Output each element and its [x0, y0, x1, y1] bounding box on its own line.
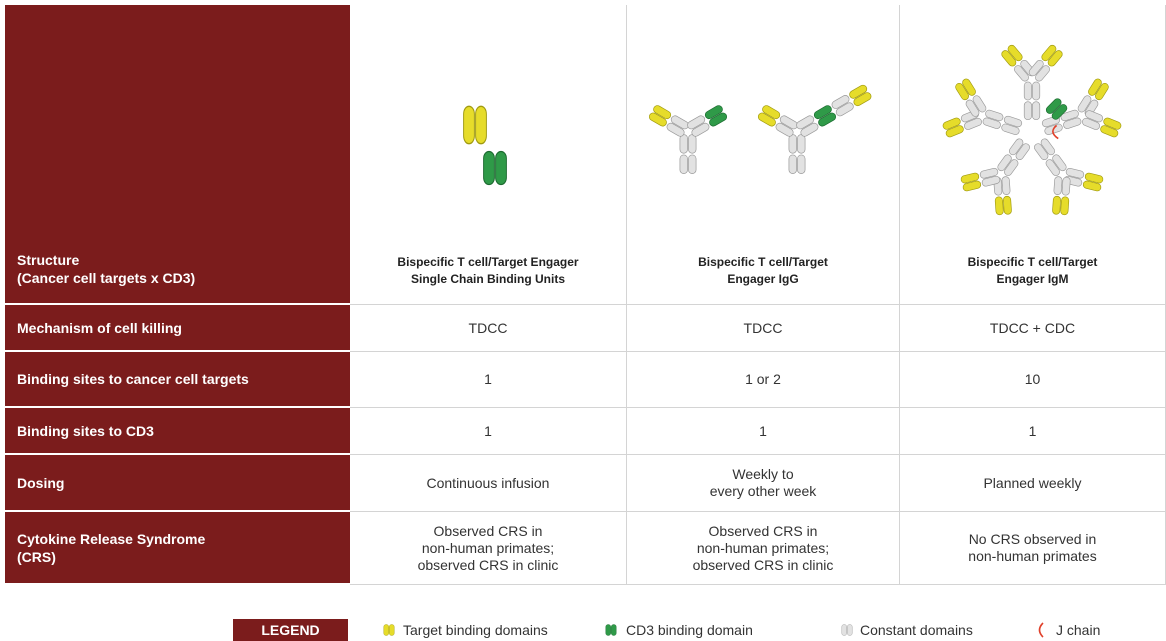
igm-icon — [938, 44, 1126, 222]
cell-line: Observed CRS in — [433, 522, 543, 539]
legend-title: LEGEND — [233, 619, 348, 641]
table-cell: 10 — [900, 352, 1166, 408]
cell-line: observed CRS in clinic — [417, 556, 559, 573]
cell-line: No CRS observed in — [968, 531, 1097, 547]
table-cell: Weekly to every other week — [627, 455, 900, 512]
cell-line: non-human primates — [968, 548, 1097, 564]
table-cell: 1 — [627, 408, 900, 455]
cell-line: Observed CRS in — [708, 522, 818, 539]
table-cell: Observed CRS in non-human primates; observ… — [627, 512, 900, 585]
cell-line: Single Chain Binding Units — [411, 272, 565, 286]
cell-line: Engager IgG — [727, 272, 799, 286]
table-cell: Planned weekly — [900, 455, 1166, 512]
label-line: (CRS) — [17, 548, 56, 565]
cell-line: TDCC + CDC — [989, 319, 1076, 336]
legend-item: Constant domains — [860, 621, 973, 638]
cell-line: 1 — [759, 422, 767, 439]
table-cell: Bispecific T cell/Target Engager Single C… — [350, 5, 627, 305]
table-cell: TDCC + CDC — [900, 305, 1166, 352]
cell-line: Continuous infusion — [426, 474, 550, 491]
label-line: (Cancer cell targets x CD3) — [17, 270, 196, 286]
cell-line: every other week — [709, 483, 817, 499]
row-label: Dosing — [5, 455, 350, 512]
table-cell: Bispecific T cell/Target Engager IgG — [627, 5, 900, 305]
row-label: Binding sites to CD3 — [5, 408, 350, 455]
cell-line: 10 — [1024, 371, 1041, 387]
cell-line: Weekly to — [732, 466, 794, 482]
table-cell: 1 — [350, 408, 627, 455]
cell-line: 1 or 2 — [745, 371, 781, 387]
cell-line: non-human primates; — [696, 539, 830, 556]
table-cell: No CRS observed in non-human primates — [900, 512, 1166, 585]
cell-line: Planned weekly — [983, 474, 1082, 491]
cell-line: TDCC — [468, 319, 508, 336]
label-line: Binding sites to CD3 — [17, 422, 154, 439]
legend-item: Target binding domains — [403, 621, 548, 638]
cell-line: non-human primates; — [421, 539, 555, 556]
label-line: Mechanism of cell killing — [17, 319, 182, 336]
table-cell: 1 — [900, 408, 1166, 455]
legend-item: J chain — [1056, 621, 1101, 638]
table-cell: Bispecific T cell/Target Engager IgM — [900, 5, 1166, 305]
row-label: Cytokine Release Syndrome (CRS) — [5, 512, 350, 585]
table-cell: TDCC — [350, 305, 627, 352]
row-label: Binding sites to cancer cell targets — [5, 352, 350, 408]
row-label: Structure (Cancer cell targets x CD3) — [5, 5, 350, 305]
table-cell: 1 — [350, 352, 627, 408]
row-label: Mechanism of cell killing — [5, 305, 350, 352]
table-cell: Continuous infusion — [350, 455, 627, 512]
label-line: Binding sites to cancer cell targets — [17, 371, 249, 387]
label-line: Structure — [17, 252, 80, 268]
cell-line: Bispecific T cell/Target — [967, 255, 1098, 269]
label-line: Dosing — [17, 474, 65, 491]
table-cell: TDCC — [627, 305, 900, 352]
cell-line: 1 — [1028, 422, 1037, 439]
cell-line: Bispecific T cell/Target — [698, 255, 828, 269]
cell-line: observed CRS in clinic — [692, 556, 834, 573]
legend-icons — [383, 622, 1044, 638]
table-cell: 1 or 2 — [627, 352, 900, 408]
cell-line: Engager IgM — [996, 272, 1069, 286]
cell-line: 1 — [484, 371, 492, 387]
cell-line: TDCC — [743, 319, 783, 336]
cell-line: Bispecific T cell/Target Engager — [397, 255, 579, 269]
cell-line: 1 — [484, 422, 492, 439]
label-line: Cytokine Release Syndrome — [17, 530, 206, 547]
legend-item: CD3 binding domain — [626, 621, 753, 638]
table-cell: Observed CRS in non-human primates; observ… — [350, 512, 627, 585]
